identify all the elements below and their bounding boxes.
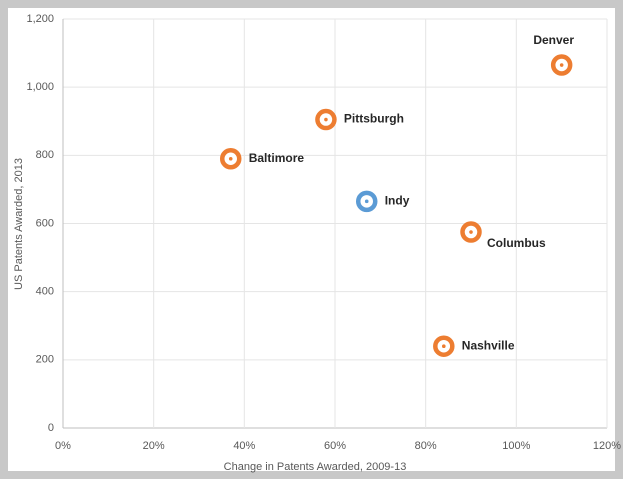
point-label: Denver: [533, 33, 574, 47]
x-tick-label: 120%: [593, 440, 621, 452]
point-label: Indy: [385, 194, 410, 208]
point-label: Nashville: [462, 338, 515, 352]
x-axis-label: Change in Patents Awarded, 2009-13: [224, 461, 407, 473]
y-tick-label: 800: [36, 149, 54, 161]
x-tick-label: 60%: [324, 440, 346, 452]
x-tick-label: 80%: [415, 440, 437, 452]
y-axis-label: US Patents Awarded, 2013: [13, 158, 25, 290]
point-center: [324, 117, 328, 122]
point-label: Columbus: [487, 236, 546, 250]
x-tick-label: 20%: [143, 440, 165, 452]
point-center: [469, 230, 473, 234]
point-center: [364, 199, 369, 204]
x-tick-label: 0%: [55, 440, 71, 452]
y-tick-label: 1,200: [26, 13, 54, 25]
point-label: Pittsburgh: [344, 112, 404, 126]
point-center: [442, 344, 446, 349]
x-tick-label: 100%: [502, 440, 530, 452]
y-tick-label: 1,000: [26, 81, 54, 93]
y-tick-label: 600: [36, 217, 54, 229]
y-tick-label: 200: [36, 354, 54, 366]
point-label: Baltimore: [249, 151, 305, 165]
point-center: [228, 156, 233, 161]
y-tick-label: 400: [36, 286, 54, 298]
point-center: [559, 63, 564, 67]
x-tick-label: 40%: [233, 440, 255, 452]
y-tick-label: 0: [48, 422, 54, 434]
chart-area: [8, 8, 615, 471]
